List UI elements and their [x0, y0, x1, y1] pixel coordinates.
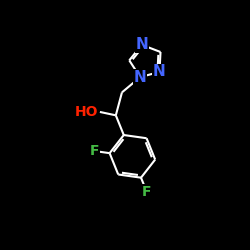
Text: F: F — [90, 144, 99, 158]
Text: N: N — [136, 37, 148, 52]
Text: F: F — [142, 185, 152, 199]
Text: N: N — [153, 64, 166, 80]
Text: HO: HO — [75, 105, 99, 119]
Text: N: N — [134, 70, 146, 84]
